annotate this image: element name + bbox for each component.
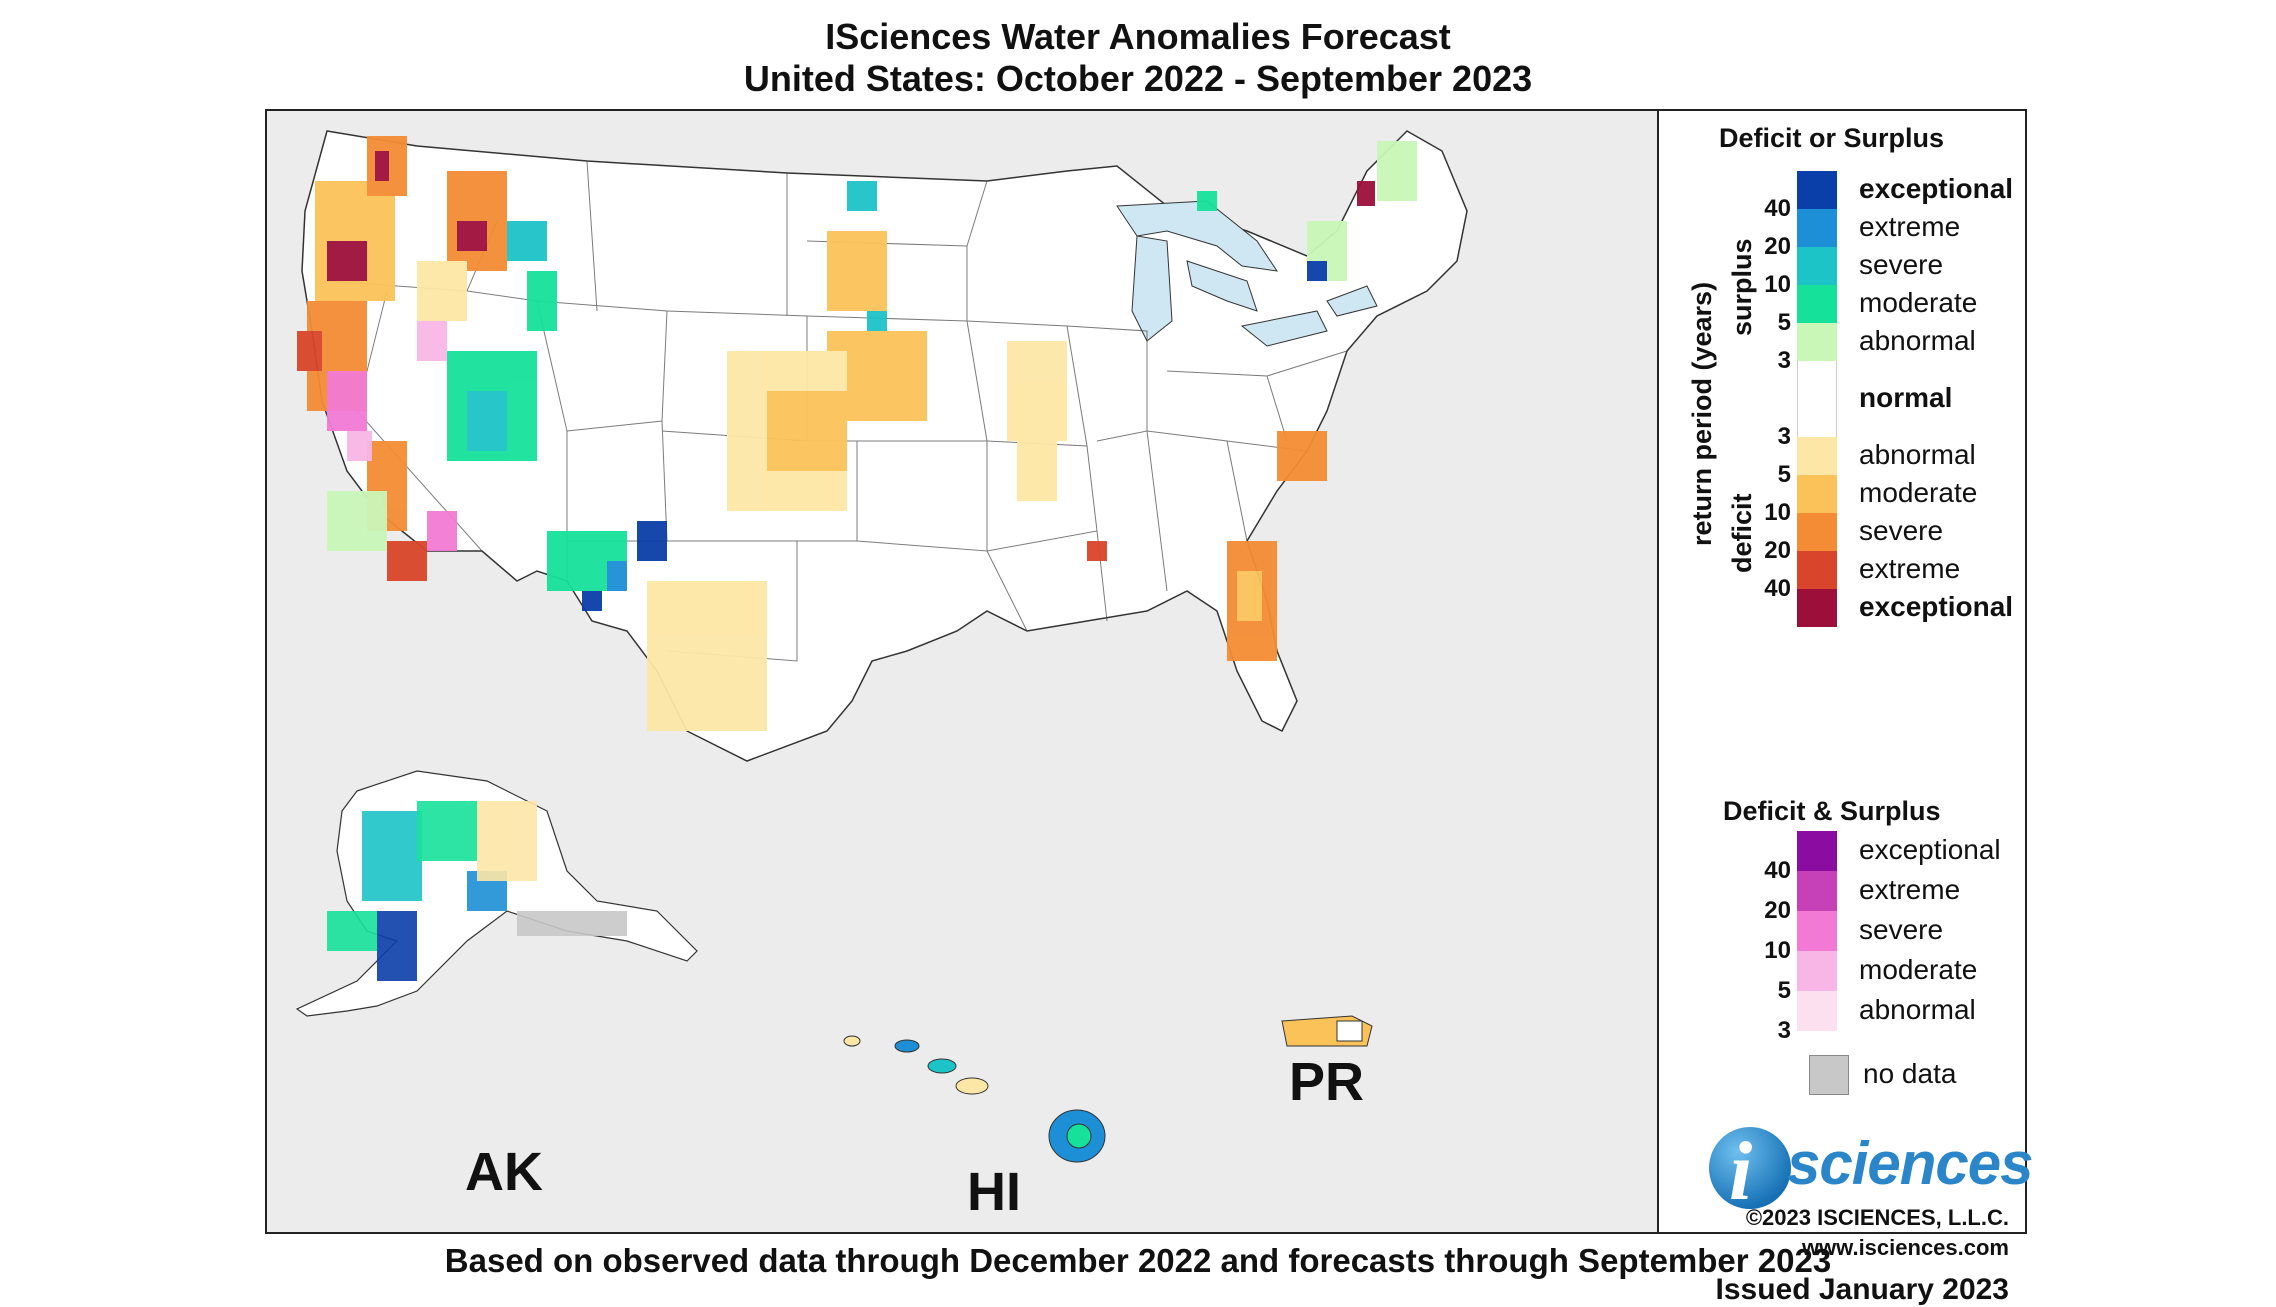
deficit-label-exceptional: exceptional <box>1859 591 2014 622</box>
legend: Deficit or Surplus return period (years)… <box>1659 111 2034 1306</box>
normal-swatch <box>1797 361 1837 437</box>
both-swatch-severe <box>1797 911 1837 951</box>
label-hawaii: HI <box>967 1162 1021 1222</box>
surplus-label-severe: severe <box>1859 249 1944 280</box>
deficit-swatch-moderate <box>1797 475 1837 513</box>
map-title-line-2: United States: October 2022 - September … <box>743 58 1533 99</box>
both-swatch-abnormal <box>1797 991 1837 1031</box>
both-label-moderate: moderate <box>1859 954 1978 985</box>
deficit-label-abnormal: abnormal <box>1859 439 1976 470</box>
normal-label: normal <box>1859 382 1953 413</box>
both-tick-10: 10 <box>1764 937 1791 964</box>
both-swatch-moderate <box>1797 951 1837 991</box>
footer-note: Based on observed data through December … <box>444 1242 1832 1279</box>
website: www.isciences.com <box>1801 1235 2009 1260</box>
deficit-label-severe: severe <box>1859 515 1944 546</box>
surplus-tick-40: 40 <box>1764 195 1791 222</box>
surplus-swatch-exceptional <box>1797 171 1837 209</box>
deficit-swatch-exceptional <box>1797 589 1837 627</box>
legend-title-deficit-or-surplus: Deficit or Surplus <box>1719 123 1945 153</box>
deficit-tick-3: 3 <box>1777 423 1791 450</box>
deficit-label-extreme: extreme <box>1859 553 1961 584</box>
surplus-label-exceptional: exceptional <box>1859 173 2014 204</box>
deficit-tick-10: 10 <box>1764 499 1791 526</box>
isciences-logo-icon <box>1709 1127 1791 1209</box>
legend-title-deficit-and-surplus: Deficit & Surplus <box>1723 796 1941 826</box>
deficit-swatch-severe <box>1797 513 1837 551</box>
surplus-tick-20: 20 <box>1764 233 1791 260</box>
deficit-patches <box>297 136 1375 731</box>
both-label-severe: severe <box>1859 914 1944 945</box>
map-panel: AK HI PR <box>267 111 1659 1232</box>
both-swatch-exceptional <box>1797 831 1837 871</box>
surplus-tick-5: 5 <box>1777 309 1791 336</box>
alaska-inset <box>295 770 698 1017</box>
both-label-abnormal: abnormal <box>1859 994 1976 1025</box>
puerto-rico-inset <box>1281 1015 1373 1047</box>
deficit-tick-20: 20 <box>1764 537 1791 564</box>
both-label-exceptional: exceptional <box>1859 834 2001 865</box>
surplus-label-abnormal: abnormal <box>1859 325 1976 356</box>
great-lakes <box>1116 200 1378 347</box>
surplus-swatch-abnormal <box>1797 323 1837 361</box>
surplus-tick-3: 3 <box>1777 347 1791 374</box>
anomaly-map <box>295 130 1468 1163</box>
label-puerto-rico: PR <box>1289 1052 1365 1112</box>
no-data-swatch <box>1809 1055 1849 1095</box>
both-tick-40: 40 <box>1764 857 1791 884</box>
isciences-logo-letter: i <box>1729 1125 1753 1218</box>
both-label-extreme: extreme <box>1859 874 1961 905</box>
surplus-swatch-moderate <box>1797 285 1837 323</box>
deficit-tick-40: 40 <box>1764 575 1791 602</box>
surplus-patches <box>327 141 1417 611</box>
both-swatch-extreme <box>1797 871 1837 911</box>
surplus-label-moderate: moderate <box>1859 287 1978 318</box>
deficit-swatch-extreme <box>1797 551 1837 589</box>
map-title-line-1: ISciences Water Anomalies Forecast <box>825 16 1451 57</box>
deficit-swatch-abnormal <box>1797 437 1837 475</box>
deficit-tick-5: 5 <box>1777 461 1791 488</box>
label-alaska: AK <box>465 1142 543 1202</box>
both-tick-20: 20 <box>1764 897 1791 924</box>
both-tick-5: 5 <box>1777 977 1791 1004</box>
map-frame: AK HI PR Deficit or Surplus return perio… <box>265 109 2034 1306</box>
deficit-label-moderate: moderate <box>1859 477 1978 508</box>
surplus-swatch-extreme <box>1797 209 1837 247</box>
hawaii-inset <box>843 1035 1106 1163</box>
copyright: ©2023 ISCIENCES, L.L.C. <box>1745 1205 2009 1230</box>
surplus-swatch-severe <box>1797 247 1837 285</box>
no-data-label: no data <box>1863 1058 1957 1089</box>
deficit-surplus-patches <box>327 321 457 551</box>
both-tick-3: 3 <box>1777 1017 1791 1044</box>
surplus-label-extreme: extreme <box>1859 211 1961 242</box>
surplus-tick-10: 10 <box>1764 271 1791 298</box>
isciences-logo-text: sciences <box>1787 1130 2034 1197</box>
legend-axis-title: return period (years) <box>1687 281 1717 546</box>
